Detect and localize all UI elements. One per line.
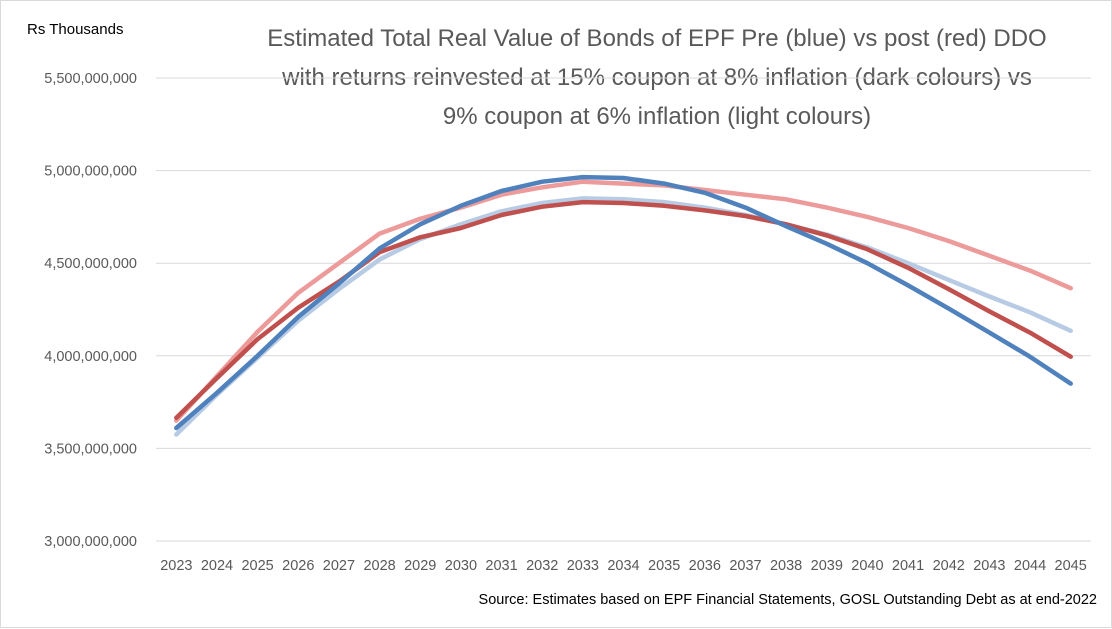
series-line-1 (174, 179, 1073, 423)
y-tick-label: 3,500,000,000 (44, 441, 137, 457)
x-tick-label: 2030 (445, 558, 477, 574)
chart-title: Estimated Total Real Value of Bonds of E… (267, 25, 1047, 130)
x-tick-label: 2042 (933, 558, 965, 574)
x-tick-label: 2028 (363, 558, 395, 574)
y-tick-label: 5,500,000,000 (44, 71, 137, 87)
y-tick-label: 4,000,000,000 (44, 349, 137, 365)
x-tick-label: 2025 (241, 558, 273, 574)
source-note: Source: Estimates based on EPF Financial… (478, 592, 1097, 608)
x-tick-label: 2024 (201, 558, 233, 574)
x-tick-label: 2035 (648, 558, 680, 574)
x-tick-label: 2043 (973, 558, 1005, 574)
x-tick-label: 2029 (404, 558, 436, 574)
x-tick-label: 2040 (851, 558, 883, 574)
x-tick-label: 2039 (811, 558, 843, 574)
x-tick-label: 2036 (689, 558, 721, 574)
x-tick-label: 2033 (567, 558, 599, 574)
x-tick-label: 2044 (1014, 558, 1046, 574)
x-tick-label: 2041 (892, 558, 924, 574)
x-tick-label: 2031 (485, 558, 517, 574)
x-tick-label: 2034 (607, 558, 639, 574)
series-line-2 (174, 196, 1073, 437)
y-tick-label: 4,500,000,000 (44, 256, 137, 272)
series-line-3 (174, 199, 1073, 421)
x-tick-label: 2037 (729, 558, 761, 574)
x-tick-label: 2032 (526, 558, 558, 574)
y-tick-label: 5,000,000,000 (44, 164, 137, 180)
y-tick-label: 3,000,000,000 (44, 534, 137, 550)
y-axis-unit-label: Rs Thousands (27, 21, 124, 38)
x-tick-label: 2038 (770, 558, 802, 574)
x-tick-label: 2026 (282, 558, 314, 574)
series-line-4 (174, 174, 1073, 431)
x-tick-label: 2027 (323, 558, 355, 574)
x-tick-label: 2023 (160, 558, 192, 574)
x-tick-label: 2045 (1055, 558, 1087, 574)
